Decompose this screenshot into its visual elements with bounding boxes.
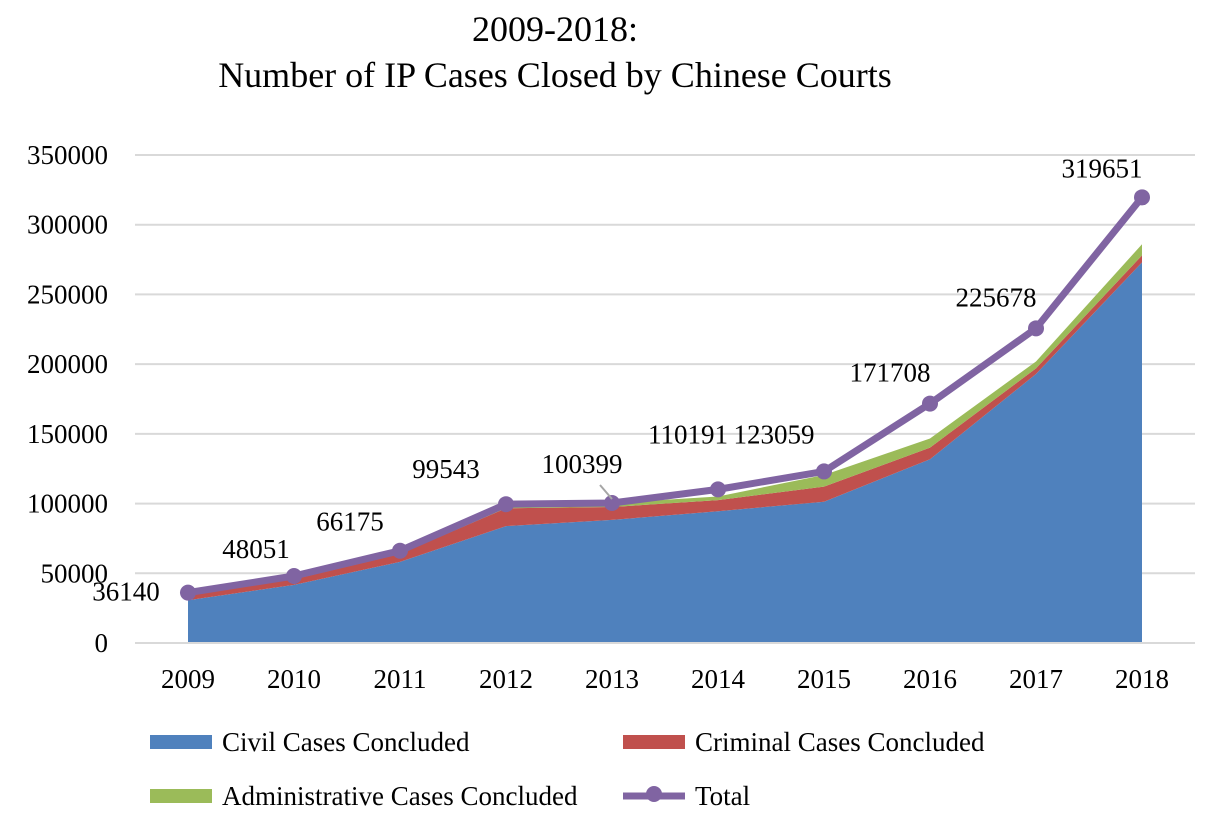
total-point-2017 (1028, 320, 1044, 337)
data-label-2010: 48051 (222, 534, 290, 564)
legend-label: Civil Cases Concluded (222, 727, 470, 757)
legend-item-criminal-cases-concluded[interactable]: Criminal Cases Concluded (623, 727, 985, 757)
legend: Civil Cases Concluded Criminal Cases Conc… (150, 727, 985, 811)
total-point-2016 (922, 395, 938, 412)
y-tick-label: 150000 (27, 419, 108, 449)
y-axis: 0 50000 100000 150000 200000 250000 300000 3500… (27, 140, 108, 658)
x-tick-label: 2009 (161, 664, 215, 694)
legend-swatch-marker (646, 786, 662, 802)
legend-label: Administrative Cases Concluded (222, 781, 578, 811)
chart-title-line-1: 2009-2018: (472, 9, 638, 49)
y-tick-label: 50000 (41, 558, 109, 588)
y-tick-label: 100000 (27, 489, 108, 519)
total-series-line (187, 195, 1145, 597)
chart-title: 2009-2018: Number of IP Cases Closed by … (0, 6, 1110, 98)
x-tick-label: 2011 (374, 664, 427, 694)
x-tick-label: 2013 (585, 664, 639, 694)
y-tick-label: 0 (95, 628, 109, 658)
x-axis: 2009 2010 2011 2012 2013 2014 2015 2016 2017 2018 (135, 642, 1195, 694)
data-label-2016: 171708 (850, 358, 931, 388)
legend-swatch (623, 735, 685, 749)
total-point-2013 (604, 495, 620, 512)
x-tick-label: 2012 (479, 664, 533, 694)
x-tick-label: 2017 (1009, 664, 1063, 694)
legend-label: Total (695, 781, 750, 811)
total-point-2015 (816, 463, 832, 480)
total-point-2012 (498, 496, 514, 513)
data-label-2013: 100399 (542, 449, 623, 479)
stacked-areas (188, 244, 1142, 643)
data-label-2011: 66175 (316, 507, 384, 537)
total-point-2010 (286, 568, 302, 585)
x-tick-label: 2016 (903, 664, 957, 694)
legend-swatch (150, 735, 212, 749)
x-tick-label: 2010 (267, 664, 321, 694)
legend-item-administrative-cases-concluded[interactable]: Administrative Cases Concluded (150, 781, 578, 811)
data-label-2017: 225678 (956, 282, 1037, 312)
total-point-2011 (392, 542, 408, 559)
data-label-2015: 123059 (734, 419, 815, 449)
x-tick-label: 2018 (1115, 664, 1169, 694)
data-labels: 36140 48051 66175 99543 100399 110191 123059 17… (92, 153, 1142, 606)
total-point-2018 (1134, 189, 1150, 206)
chart-title-line-2: Number of IP Cases Closed by Chinese Cou… (218, 55, 892, 95)
data-label-2014: 110191 (648, 419, 728, 449)
legend-item-civil-cases-concluded[interactable]: Civil Cases Concluded (150, 727, 470, 757)
total-point-2009 (180, 584, 196, 601)
data-label-2009: 36140 (92, 577, 160, 607)
x-tick-label: 2014 (691, 664, 746, 694)
area-civil-cases-concluded (188, 262, 1142, 643)
total-line (180, 189, 1150, 601)
legend-swatch (150, 789, 212, 803)
label-leader-line (599, 484, 613, 500)
data-label-2018: 319651 (1062, 153, 1143, 183)
data-label-2012: 99543 (412, 454, 480, 484)
y-tick-label: 200000 (27, 349, 108, 379)
legend-item-total[interactable]: Total (623, 781, 750, 811)
total-point-2014 (710, 481, 726, 498)
y-tick-label: 250000 (27, 279, 108, 309)
y-tick-label: 350000 (27, 140, 108, 170)
legend-label: Criminal Cases Concluded (695, 727, 985, 757)
x-tick-label: 2015 (797, 664, 851, 694)
y-tick-label: 300000 (27, 210, 108, 240)
